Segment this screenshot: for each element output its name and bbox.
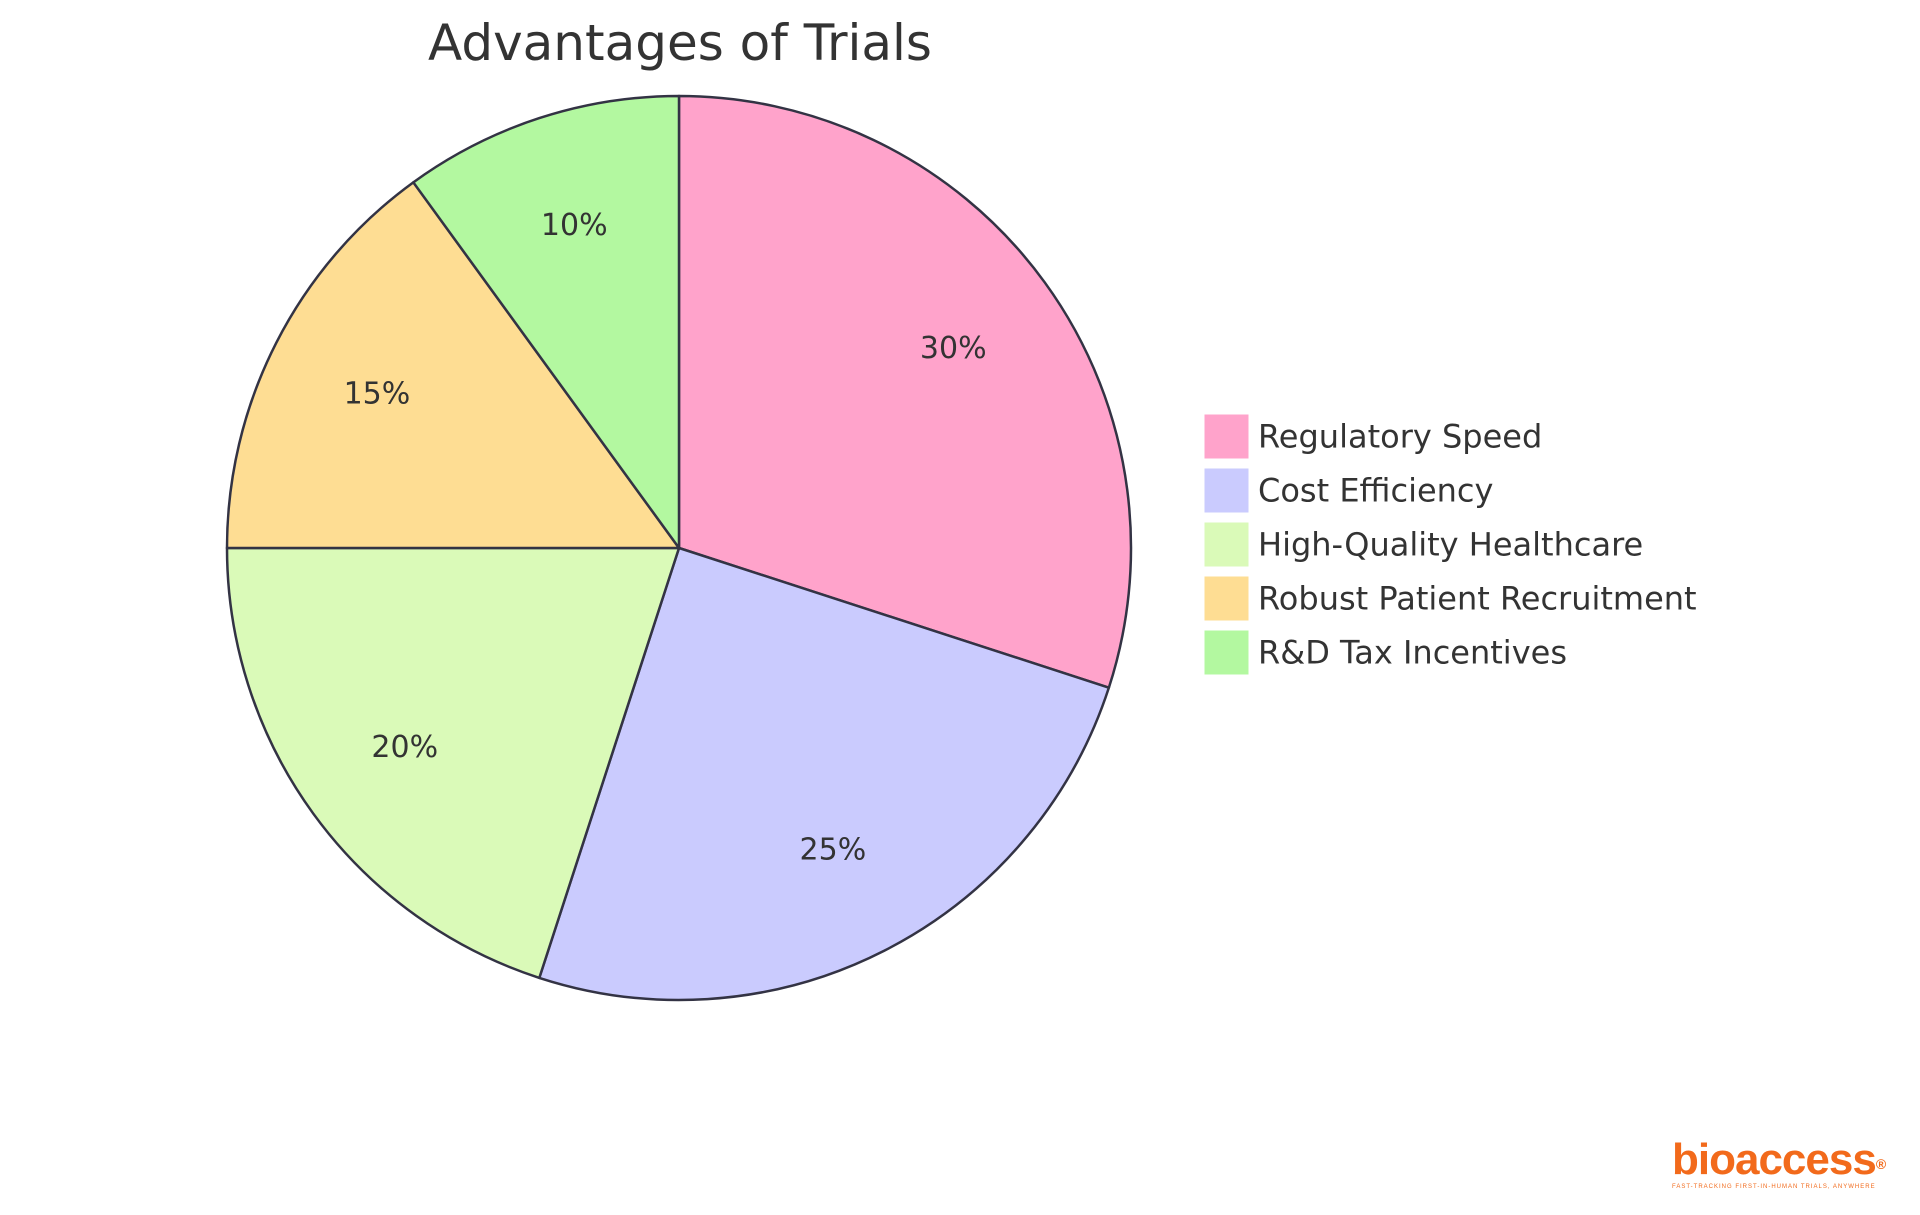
legend-label-regulatory-speed: Regulatory Speed	[1258, 418, 1542, 456]
logo-text: bioaccess	[1672, 1135, 1877, 1184]
legend-swatch-cost-efficiency	[1203, 467, 1250, 514]
legend: Regulatory Speed Cost Efficiency High-Qual…	[1203, 413, 1697, 676]
chart-title: Advantages of Trials	[428, 14, 932, 72]
legend-swatch-robust-patient-recruitment	[1203, 575, 1250, 622]
pie-slice-cost-efficiency	[538, 546, 1111, 1002]
bioaccess-logo: bioaccess® FAST-TRACKING FIRST-IN-HUMAN …	[1672, 1138, 1892, 1198]
pie-slice-regulatory-speed	[677, 94, 1133, 689]
slice-label-regulatory-speed: 30%	[920, 331, 987, 366]
pie-slices	[225, 94, 1133, 1002]
pie-slice-randd-tax-incentives	[412, 94, 681, 550]
legend-swatch-randd-tax-incentives	[1203, 629, 1250, 676]
slice-labels: 30% 25% 20% 15% 10%	[344, 208, 987, 867]
legend-label-robust-patient-recruitment: Robust Patient Recruitment	[1258, 580, 1697, 618]
legend-label-randd-tax-incentives: R&D Tax Incentives	[1258, 634, 1567, 672]
slice-label-robust-patient-recruitment: 15%	[344, 377, 411, 412]
pie-slice-robust-patient-recruitment	[225, 181, 681, 550]
legend-swatch-high-quality-healthcare	[1203, 521, 1250, 568]
pie-slice-high-quality-healthcare	[225, 546, 681, 980]
legend-swatch-regulatory-speed	[1203, 413, 1250, 460]
logo-registered-mark: ®	[1875, 1156, 1886, 1172]
slice-label-randd-tax-incentives: 10%	[541, 208, 608, 243]
slice-label-high-quality-healthcare: 20%	[371, 730, 438, 765]
legend-label-high-quality-healthcare: High-Quality Healthcare	[1258, 526, 1643, 564]
logo-tagline: FAST-TRACKING FIRST-IN-HUMAN TRIALS, ANY…	[1672, 1184, 1876, 1190]
legend-label-cost-efficiency: Cost Efficiency	[1258, 472, 1493, 510]
slice-label-cost-efficiency: 25%	[800, 833, 867, 868]
